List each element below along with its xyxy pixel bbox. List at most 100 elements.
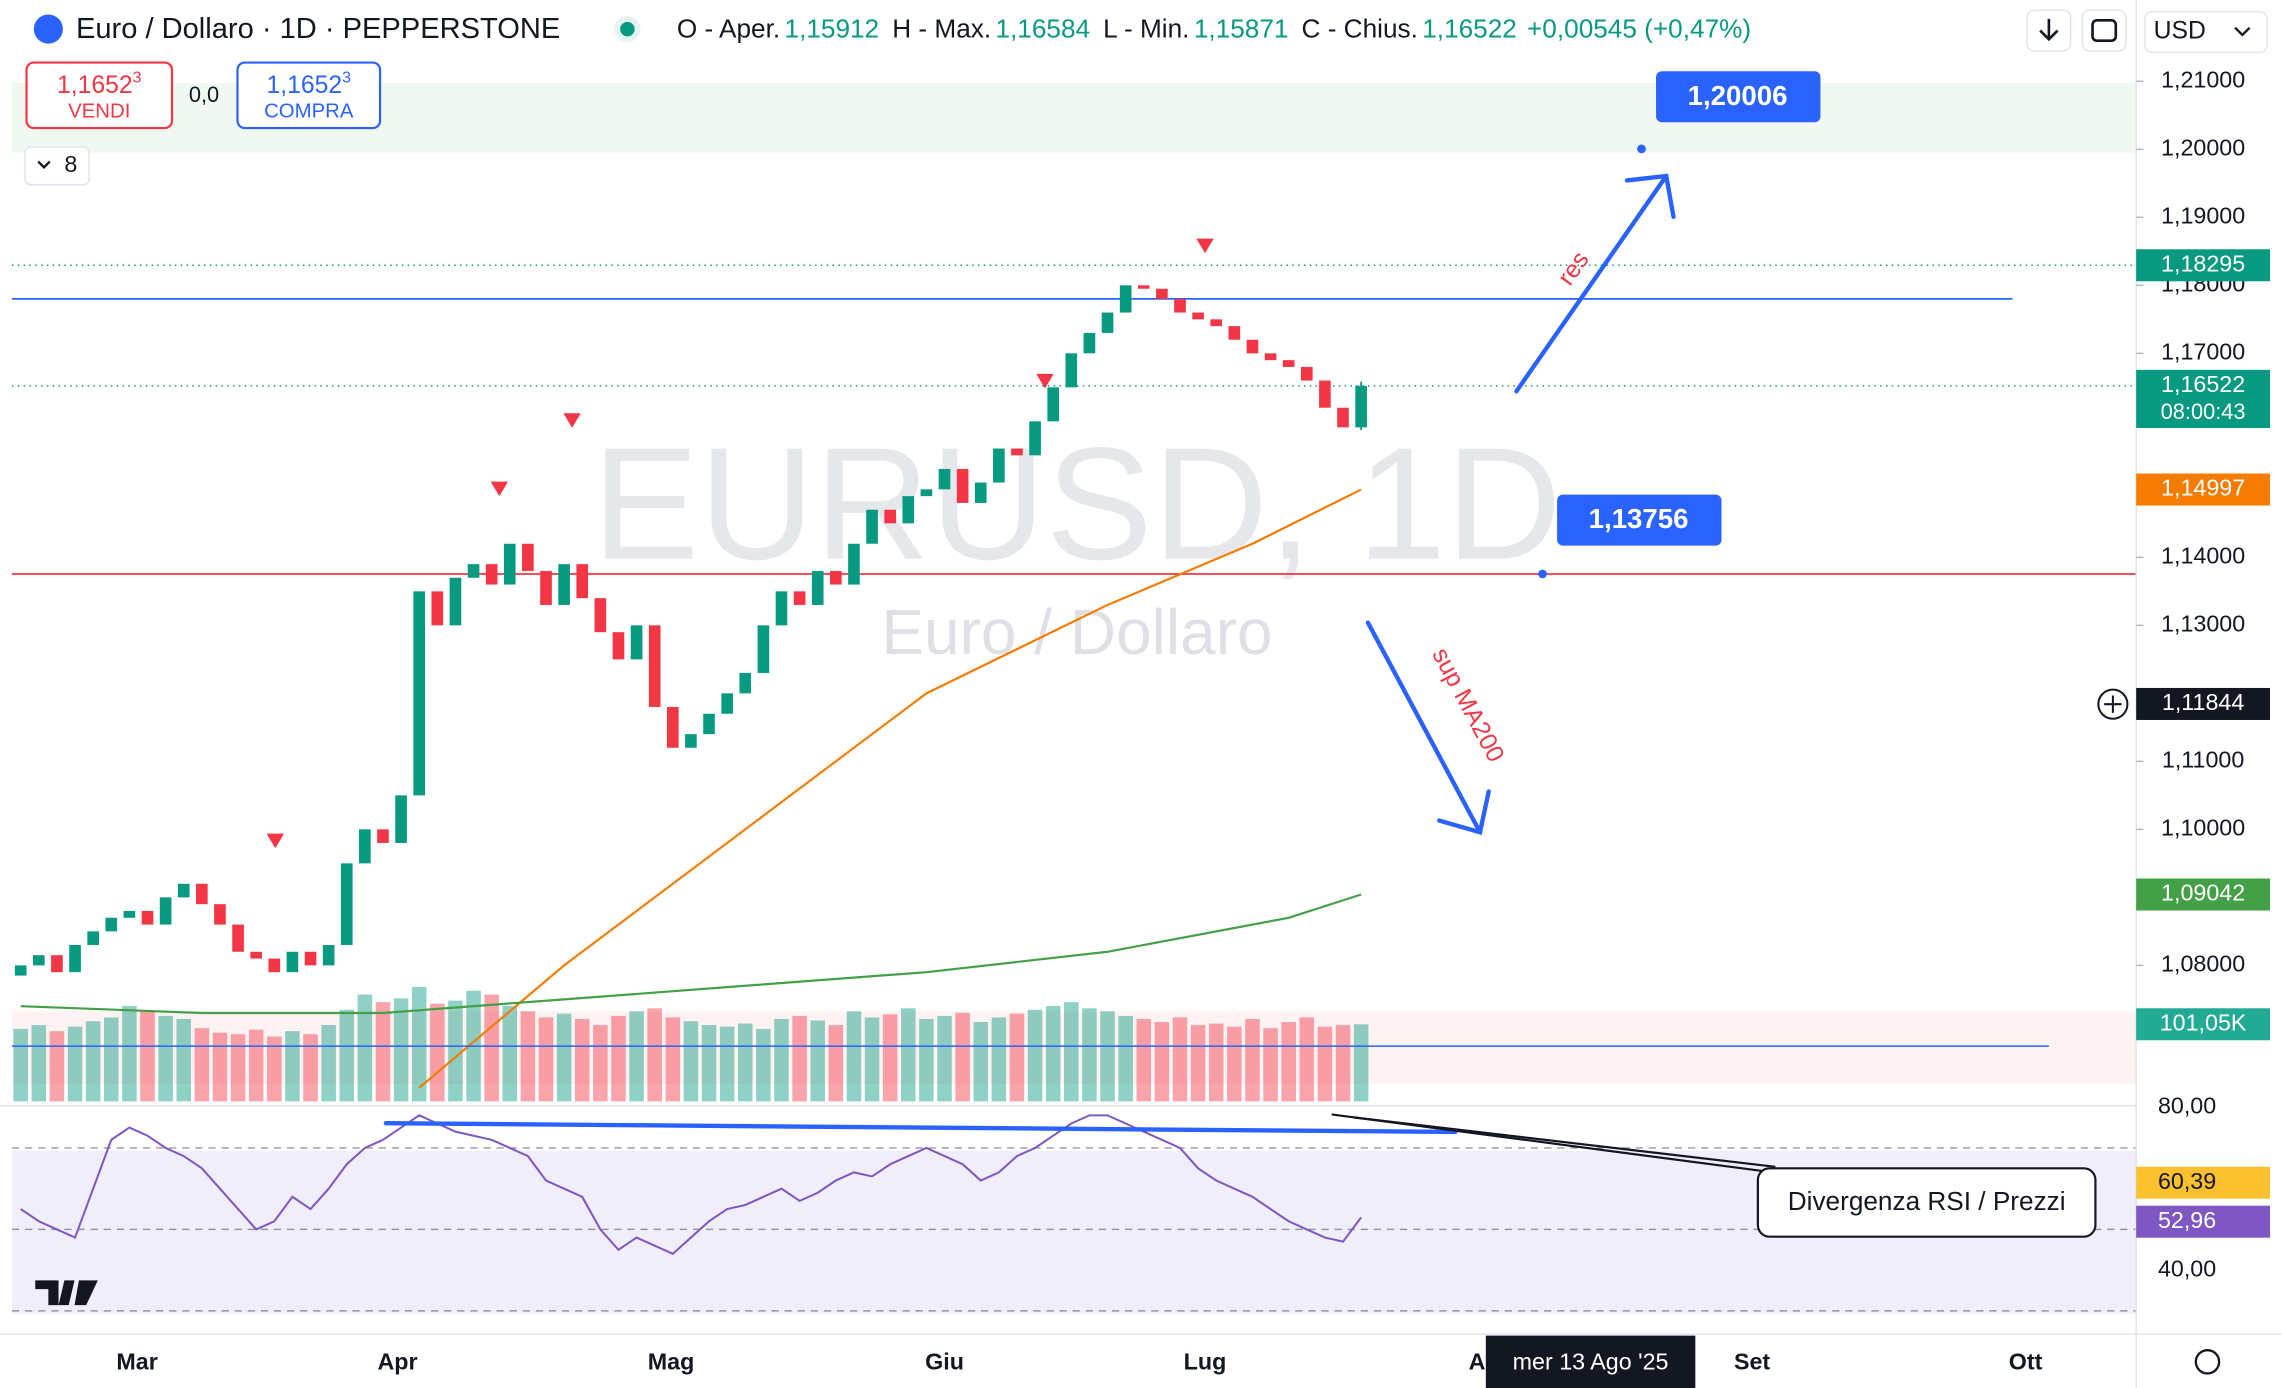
volume-bar: [122, 1005, 137, 1102]
crosshair-date: mer 13 Ago '25: [1513, 1348, 1669, 1374]
buy-button[interactable]: [236, 61, 382, 130]
candle-body: [1355, 385, 1367, 428]
volume-bar: [285, 1031, 300, 1102]
volume-bar: [49, 1031, 65, 1102]
rsi-tick-label: 40,00: [2158, 1255, 2216, 1281]
ohlc-value: 1,15912: [785, 13, 880, 43]
candle-body: [141, 910, 154, 925]
volume-bar: [140, 1011, 155, 1102]
volume-bar: [248, 1029, 264, 1102]
plot: 1,20006 1,13756: [11, 71, 2137, 1312]
candle-body: [648, 625, 661, 707]
volume-bar: [85, 1021, 101, 1102]
volume-bar: [792, 1015, 807, 1102]
symbol-icon: [33, 14, 63, 44]
candle-body: [1156, 288, 1168, 299]
rsi-tag: [2136, 1205, 2271, 1238]
volume-bar: [919, 1018, 934, 1102]
symbol-title[interactable]: Euro / Dollaro · 1D · PEPPERSTONE: [76, 13, 560, 45]
volume-bar: [1064, 1002, 1079, 1102]
y-tick-label: 1,19000: [2161, 202, 2245, 228]
target-box: [1656, 71, 1821, 123]
arrows: [383, 173, 1676, 1135]
candle-body: [685, 734, 697, 748]
volume-bar: [556, 1013, 572, 1102]
candle-body: [938, 468, 951, 490]
candle-body: [1137, 285, 1150, 289]
candle-body: [721, 693, 733, 714]
volume-bar: [357, 994, 373, 1102]
status-dot: [620, 21, 635, 37]
candle-body: [485, 564, 498, 585]
sell-price-main: 1,1652: [57, 71, 133, 98]
candle-body: [811, 570, 824, 605]
buy-price-sup: 3: [342, 70, 351, 87]
volume-bar: [339, 1009, 355, 1102]
y-tick-label: 1,17000: [2161, 338, 2245, 364]
volume-bar: [629, 1011, 644, 1102]
buy-price-main: 1,1652: [267, 71, 343, 98]
volume-bar: [1263, 1028, 1278, 1102]
divergence-connector: [1331, 1113, 1776, 1174]
target-label: 1,13756: [1589, 503, 1689, 534]
rsi-tag-label: 52,96: [2158, 1207, 2216, 1233]
logo: [35, 1280, 98, 1306]
volume-bar: [375, 1002, 391, 1102]
candle-body: [993, 448, 1005, 483]
ohlc-value: 1,16522: [1422, 13, 1517, 43]
rsi-tag-label: 60,39: [2158, 1168, 2216, 1194]
candle-body: [304, 951, 317, 966]
candle-body: [286, 951, 299, 973]
candle-body: [1065, 353, 1078, 388]
fullscreen-icon: [2091, 19, 2118, 43]
ohlc-label: L - Min.: [1103, 13, 1189, 43]
buy-price: 1,16523: [267, 70, 352, 99]
currency-select[interactable]: [2144, 10, 2268, 54]
volume-bar: [1245, 1018, 1260, 1102]
volume-bar: [104, 1017, 119, 1102]
ohlc-label: H - Max.: [892, 13, 991, 43]
price-tag-label: 1,11844: [2162, 689, 2244, 715]
volume-bar: [665, 1017, 681, 1102]
volume-bar: [737, 1023, 753, 1102]
candle-body: [250, 951, 263, 959]
volume-bar: [846, 1011, 862, 1102]
candle-body: [1101, 312, 1114, 333]
volume-bar: [1208, 1023, 1224, 1102]
target-label: 1,20006: [1688, 80, 1788, 111]
volume-bar: [212, 1032, 228, 1102]
candle-body: [395, 795, 407, 843]
candle-body: [956, 468, 969, 503]
ohlc-label: C - Chius.: [1302, 13, 1418, 43]
candle-body: [1192, 312, 1204, 320]
volume-bar: [1172, 1017, 1188, 1102]
ma50-line: [418, 488, 1362, 1089]
candle-body: [612, 632, 625, 660]
candle-body: [920, 489, 933, 497]
price-tag-label: 1,18295: [2161, 250, 2245, 276]
candle-body: [1210, 319, 1223, 327]
volume-bar: [538, 1017, 554, 1102]
candle-body: [848, 543, 860, 585]
candle-body: [775, 591, 788, 626]
candle-body: [214, 904, 226, 925]
candle-body: [1083, 332, 1096, 354]
volume-bar: [230, 1034, 246, 1102]
candle-body: [902, 496, 915, 524]
fullscreen-button[interactable]: [2081, 9, 2127, 52]
target-box: [1557, 494, 1722, 546]
candle-body: [1300, 366, 1313, 381]
volume-bar: [1136, 1018, 1152, 1102]
volume-bar: [701, 1025, 717, 1102]
y-tick-label: 1,11000: [2162, 746, 2244, 772]
sell-button[interactable]: [25, 61, 174, 130]
target-point: [1637, 144, 1646, 154]
volume-bar: [1082, 1008, 1097, 1102]
settings-icon[interactable]: [2194, 1349, 2221, 1375]
volume-bar: [683, 1021, 699, 1102]
volume-bar: [937, 1015, 952, 1102]
indicators-toggle[interactable]: [24, 146, 90, 186]
candle-body: [1282, 360, 1295, 367]
candle-body: [123, 910, 136, 918]
